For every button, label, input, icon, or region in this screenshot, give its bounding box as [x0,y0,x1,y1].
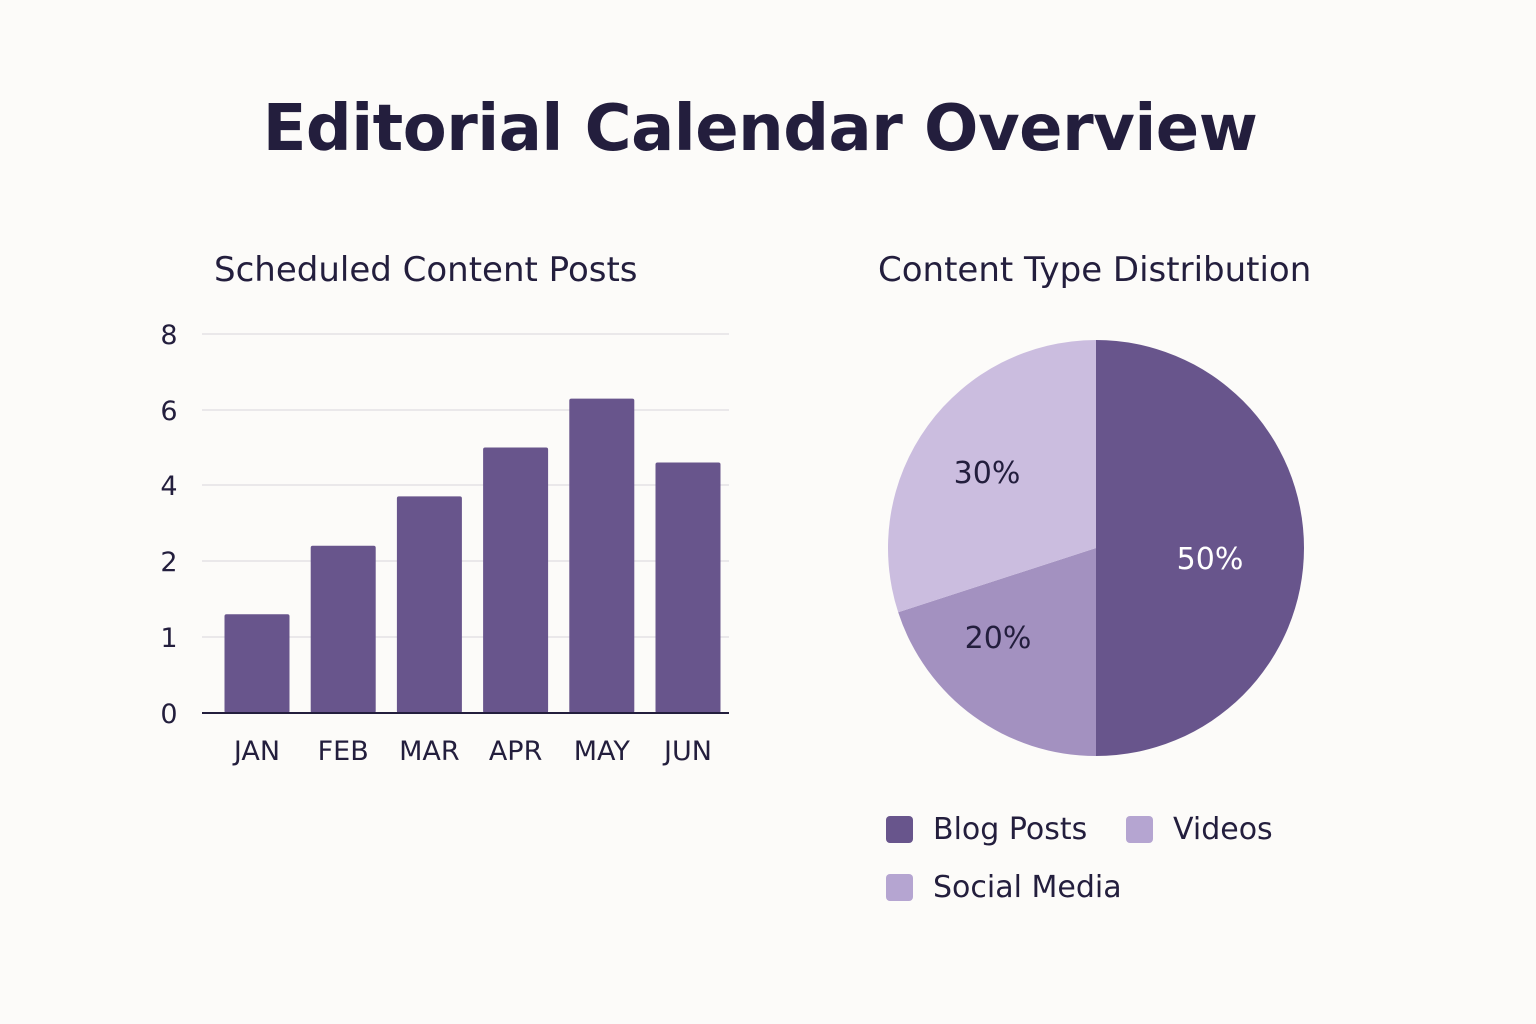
pie-slice-social-media [898,548,1096,756]
bar-chart-title: Scheduled Content Posts [214,250,638,290]
legend-swatch-videos [1126,816,1153,843]
pie-label-social-media: 20% [965,621,1032,656]
legend-label-social-media: Social Media [933,870,1122,905]
y-tick-label: 1 [160,623,177,654]
x-tick-label: JAN [232,736,280,767]
y-tick-label: 6 [160,396,177,427]
legend-label-blog-posts: Blog Posts [933,812,1088,847]
bar-apr [483,447,549,713]
bar-feb [310,545,376,713]
page-title: Editorial Calendar Overview [262,92,1258,166]
legend-swatch-social-media [886,874,913,901]
y-tick-label: 8 [160,320,177,351]
pie-slice-blog-posts [1096,340,1304,756]
x-tick-label: APR [489,736,543,767]
pie-slice-videos [888,340,1096,613]
legend-item-social-media: Social Media [886,870,1122,905]
pie-label-videos: 30% [954,456,1021,491]
y-tick-label: 4 [160,471,177,502]
bar-jun [655,462,721,713]
x-tick-label: MAR [399,736,460,767]
legend-item-blog-posts: Blog Posts [886,812,1087,847]
bar-jan [224,614,290,713]
x-tick-label: FEB [318,736,369,767]
y-tick-label: 2 [160,547,177,578]
x-tick-label: JUN [662,736,712,767]
pie-chart-title: Content Type Distribution [878,250,1312,290]
bar-mar [396,496,462,713]
y-tick-label: 0 [160,699,177,730]
bar-may [569,398,635,713]
x-tick-label: MAY [574,736,631,767]
legend-item-videos: Videos [1126,812,1273,847]
legend-label-videos: Videos [1173,812,1273,847]
legend-swatch-blog-posts [886,816,913,843]
pie-label-blog-posts: 50% [1177,542,1244,577]
